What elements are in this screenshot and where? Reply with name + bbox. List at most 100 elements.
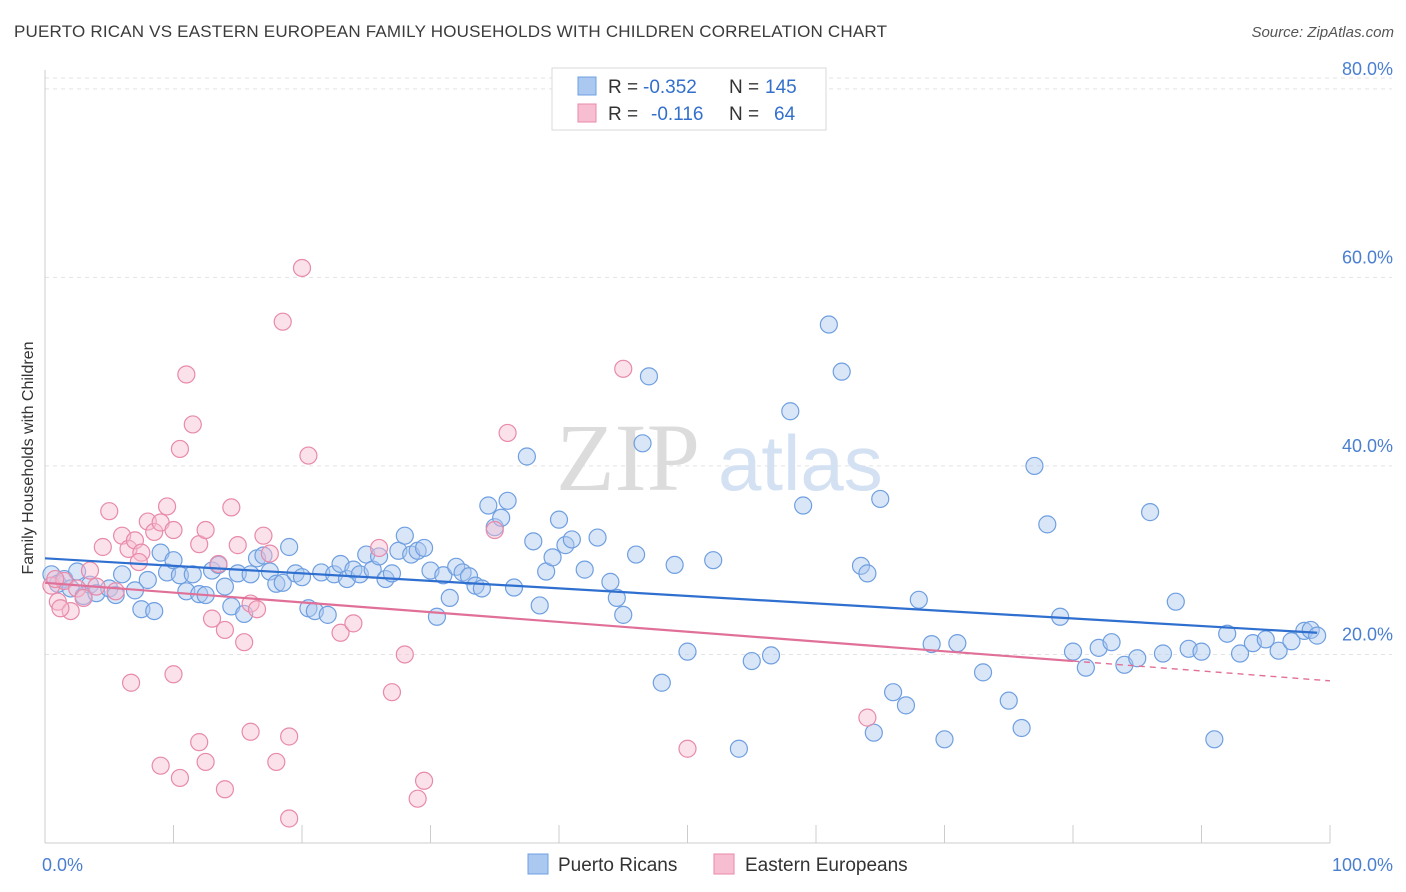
data-point	[851, 556, 871, 575]
data-point	[1128, 649, 1147, 668]
data-point	[318, 605, 337, 624]
legend-n-value: 64	[774, 104, 796, 125]
data-point	[498, 491, 517, 510]
data-point	[1063, 642, 1083, 661]
bottom-legend: Puerto Ricans Eastern Europeans	[527, 853, 908, 876]
y-tick-label: 80.0%	[1342, 59, 1393, 79]
data-point	[228, 536, 247, 555]
axes	[44, 70, 1331, 844]
y-tick-label: 20.0%	[1342, 624, 1393, 644]
data-point	[145, 522, 164, 542]
data-point	[479, 496, 498, 515]
data-point	[273, 312, 292, 331]
data-point	[254, 526, 273, 545]
data-point	[370, 538, 389, 558]
data-point	[138, 512, 157, 531]
data-point	[1076, 658, 1095, 677]
data-point	[1192, 642, 1211, 661]
data-point	[575, 560, 594, 579]
data-point	[183, 565, 202, 584]
data-point	[1012, 718, 1031, 738]
data-point	[562, 530, 581, 549]
watermark-atlas: atlas	[718, 419, 883, 507]
data-point	[241, 565, 260, 584]
data-point	[633, 434, 652, 453]
data-point	[1153, 644, 1173, 663]
data-point	[1038, 515, 1057, 534]
data-point	[260, 544, 279, 563]
data-point	[395, 645, 414, 664]
trend-line	[44, 581, 1074, 663]
data-point	[864, 723, 883, 742]
data-point	[164, 665, 183, 684]
trend-line-extension	[1072, 660, 1331, 682]
data-point	[498, 423, 517, 443]
data-point	[614, 359, 633, 378]
legend-r-label: R =	[608, 104, 638, 125]
data-point	[819, 315, 838, 334]
data-point	[61, 601, 80, 621]
data-point	[973, 663, 993, 682]
legend-n-label: N =	[729, 104, 759, 125]
data-point	[1269, 641, 1288, 660]
data-point	[209, 554, 228, 574]
data-point	[935, 730, 954, 749]
data-point	[196, 520, 215, 540]
data-point	[215, 620, 234, 640]
data-point	[280, 727, 299, 746]
data-point	[145, 601, 164, 621]
data-point	[1140, 503, 1160, 522]
data-point	[202, 609, 222, 628]
data-point	[1308, 626, 1327, 645]
data-point	[414, 538, 434, 558]
data-point	[1218, 624, 1237, 643]
data-point	[222, 498, 241, 517]
data-point	[832, 362, 851, 381]
data-point	[504, 578, 524, 597]
data-point	[414, 771, 434, 790]
data-point	[241, 722, 260, 741]
data-point	[761, 646, 781, 665]
data-point	[183, 415, 202, 434]
data-point	[1256, 630, 1275, 649]
data-point	[549, 510, 569, 529]
data-point	[382, 683, 402, 702]
data-point	[440, 588, 459, 608]
data-point	[434, 566, 453, 585]
data-point	[704, 551, 723, 570]
data-point	[121, 673, 141, 692]
trend-lines	[44, 557, 1331, 682]
bottom-legend-swatch-puerto-ricans	[527, 853, 549, 875]
bottom-legend-label-puerto-ricans: Puerto Ricans	[558, 855, 677, 876]
series-puerto-ricans	[42, 315, 1327, 758]
data-point	[170, 439, 190, 459]
data-point	[781, 402, 800, 421]
legend-n-value: 145	[765, 77, 797, 98]
x-tick-label: 0.0%	[42, 855, 83, 875]
legend-r-value: -0.352	[643, 77, 697, 98]
data-point	[170, 768, 190, 788]
data-point	[427, 607, 447, 626]
legend-box	[551, 67, 827, 131]
data-point	[652, 673, 671, 692]
legend-swatch-eastern-europeans	[577, 103, 597, 123]
source-label: Source: ZipAtlas.com	[1251, 24, 1394, 41]
y-axis-title: Family Households with Children	[20, 342, 37, 575]
bottom-legend-swatch-eastern-europeans	[713, 853, 735, 875]
data-point	[1166, 592, 1185, 611]
data-point	[273, 573, 292, 592]
data-point	[1025, 456, 1044, 476]
data-point	[858, 564, 877, 583]
data-point	[485, 520, 504, 540]
data-point	[177, 365, 196, 384]
data-point	[1205, 730, 1224, 749]
data-point	[665, 555, 684, 575]
data-point	[858, 708, 877, 727]
legend-r-label: R =	[608, 77, 638, 98]
legend: R = -0.352 N = 145 R = -0.116 N = 64	[551, 67, 827, 131]
data-point	[922, 634, 941, 654]
data-point	[74, 588, 93, 608]
data-point	[112, 565, 132, 584]
watermark-zip: ZIP	[556, 404, 700, 511]
